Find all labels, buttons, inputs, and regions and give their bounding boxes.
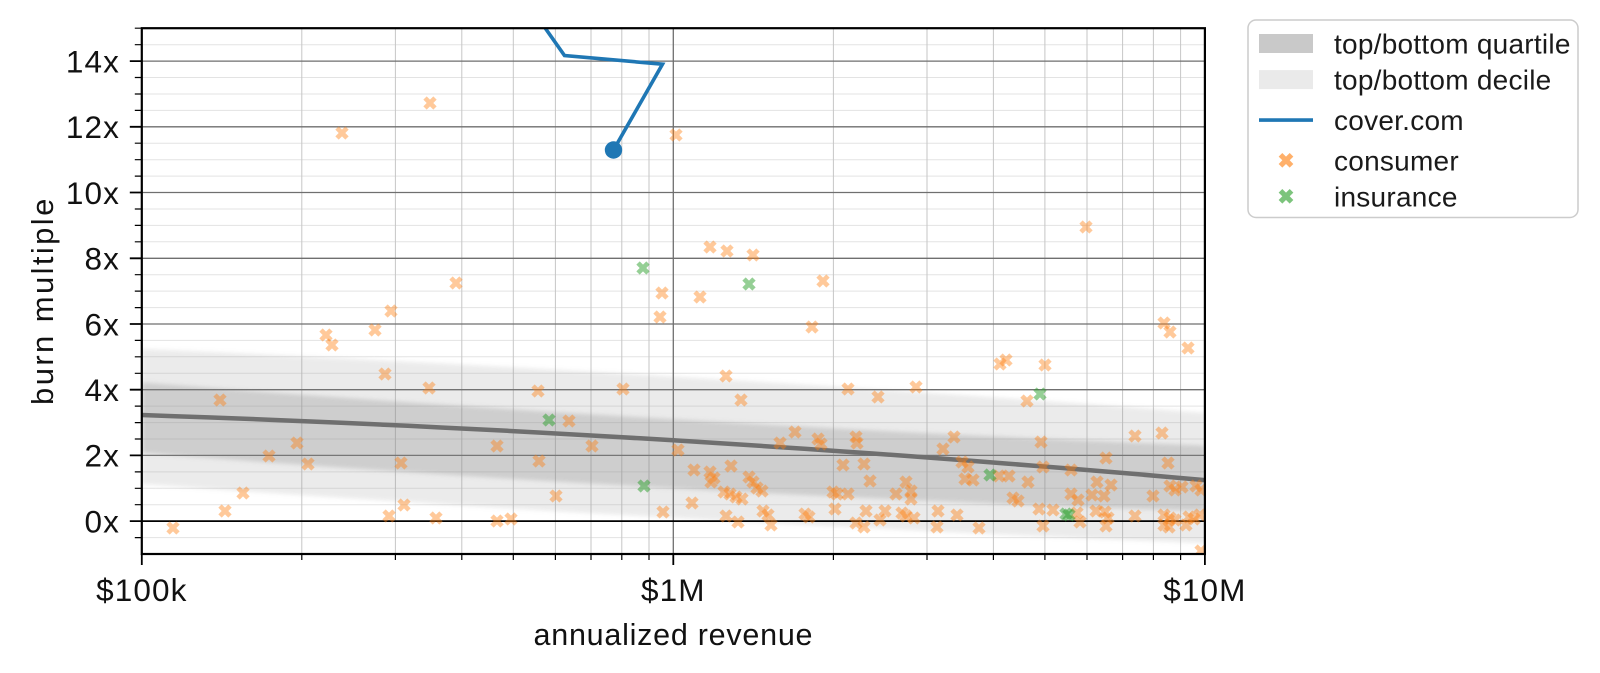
svg-text:$100k: $100k <box>96 572 187 608</box>
svg-text:2x: 2x <box>85 438 120 474</box>
svg-text:12x: 12x <box>66 109 120 145</box>
svg-text:10x: 10x <box>66 175 120 211</box>
svg-text:6x: 6x <box>85 306 120 342</box>
svg-text:top/bottom quartile: top/bottom quartile <box>1334 29 1571 60</box>
svg-text:8x: 8x <box>85 241 120 277</box>
svg-text:burn multiple: burn multiple <box>25 196 60 405</box>
svg-text:annualized revenue: annualized revenue <box>534 618 814 652</box>
svg-text:top/bottom decile: top/bottom decile <box>1334 65 1552 96</box>
svg-text:cover.com: cover.com <box>1334 105 1464 136</box>
svg-text:$10M: $10M <box>1163 572 1246 608</box>
svg-text:insurance: insurance <box>1334 181 1458 212</box>
svg-text:consumer: consumer <box>1334 145 1459 176</box>
svg-text:14x: 14x <box>66 43 120 79</box>
svg-text:0x: 0x <box>85 503 120 539</box>
svg-text:4x: 4x <box>85 372 120 408</box>
svg-text:$1M: $1M <box>641 572 706 608</box>
